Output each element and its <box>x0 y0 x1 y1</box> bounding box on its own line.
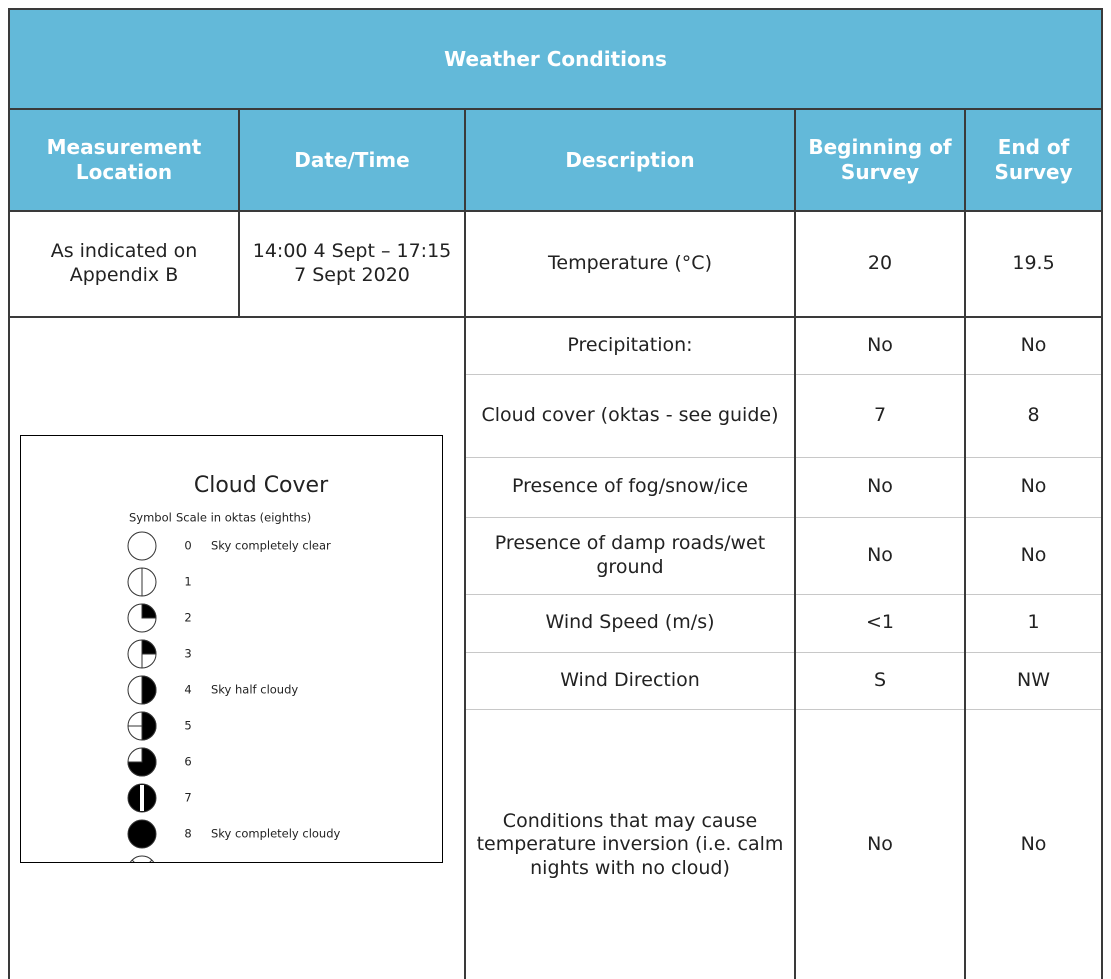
cell: Wind Speed (m/s) <box>465 594 796 653</box>
okta-symbol <box>127 783 157 813</box>
cell: No <box>1020 833 1047 856</box>
cell: 1 <box>965 594 1101 653</box>
okta-scale: (9) <box>180 863 196 864</box>
header-cell: Date/Time <box>239 109 466 212</box>
okta-scale: 6 <box>184 755 191 769</box>
cell: Conditions that may cause temperature in… <box>465 709 796 979</box>
cell: Cloud cover (oktas - see guide) <box>465 374 796 458</box>
okta-symbol <box>127 675 157 705</box>
okta-symbol <box>127 639 157 669</box>
scale-header: Scale in oktas (eighths) <box>176 511 311 525</box>
cell: Presence of damp roads/wet ground <box>465 517 796 595</box>
cell: NW <box>965 652 1101 710</box>
cell: As indicated on Appendix B <box>10 211 240 318</box>
okta-symbol <box>129 855 155 862</box>
cell: Wind Direction <box>465 652 796 710</box>
guide-title: Cloud Cover <box>194 473 329 498</box>
cell: No <box>965 517 1101 595</box>
okta-scale: 2 <box>184 611 191 625</box>
cell: Precipitation: <box>465 317 796 375</box>
cloud-cover-guide: Cloud Cover Symbol Scale in oktas (eight… <box>20 435 443 863</box>
cell: Temperature (°C) <box>465 211 796 318</box>
okta-scale: 1 <box>184 575 191 589</box>
okta-description: Sky obstructed from view <box>211 863 358 864</box>
okta-scale: 4 <box>184 683 191 697</box>
table-title: Weather Conditions <box>10 10 1101 110</box>
cell: <1 <box>795 594 966 653</box>
cell: S <box>795 652 966 710</box>
okta-symbol <box>127 747 157 777</box>
okta-description: Sky half cloudy <box>211 683 298 697</box>
symbol-header: Symbol <box>129 511 172 525</box>
okta-description: Sky completely clear <box>211 539 331 553</box>
weather-table: Weather Conditions Measurement Location … <box>8 8 1103 979</box>
cell: 7 <box>795 374 966 458</box>
okta-symbol <box>127 819 157 849</box>
okta-scale: 7 <box>184 791 191 805</box>
header-cell: Measurement Location <box>10 109 240 212</box>
guide-labels: 0 Sky completely clear 1 2 3 4 Sky half cloudy… <box>180 539 358 864</box>
cell: 14:00 4 Sept – 17:15 7 Sept 2020 <box>239 211 466 318</box>
cell: 19.5 <box>965 211 1101 318</box>
cell: 8 <box>965 374 1101 458</box>
cell: Presence of fog/snow/ice <box>465 457 796 518</box>
okta-scale: 0 <box>184 539 191 553</box>
okta-symbol <box>127 567 157 597</box>
okta-scale: 8 <box>184 827 191 841</box>
table: Weather Conditions Measurement Location … <box>10 10 1101 979</box>
okta-scale: 3 <box>184 647 191 661</box>
cell: No <box>795 457 966 518</box>
cell: 20 <box>795 211 966 318</box>
okta-symbol <box>127 531 157 561</box>
header-cell: Beginning of Survey <box>795 109 966 212</box>
cell: No <box>795 517 966 595</box>
cell: No <box>965 317 1101 375</box>
okta-symbol <box>127 711 157 741</box>
okta-description: Sky completely cloudy <box>211 827 341 841</box>
cell: No <box>795 709 966 979</box>
symbols <box>127 531 157 862</box>
header-cell: End of Survey <box>965 109 1101 212</box>
header-cell: Description <box>465 109 796 212</box>
okta-scale: 5 <box>184 719 191 733</box>
cell: No <box>965 457 1101 518</box>
cell: No <box>795 317 966 375</box>
okta-symbol <box>127 603 157 633</box>
